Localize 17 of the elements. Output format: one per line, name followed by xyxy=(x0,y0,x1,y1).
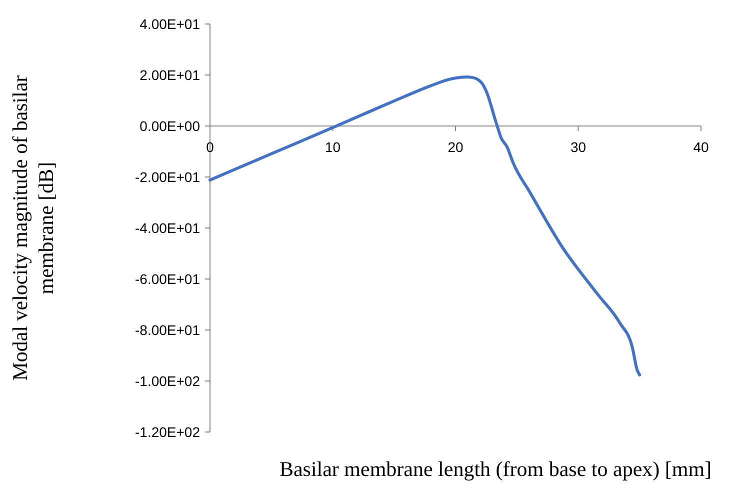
y-tick-label: -1.00E+02 xyxy=(135,372,200,389)
y-axis-title: Modal velocity magnitude of basilar membrane [dB] xyxy=(8,75,58,381)
x-tick-label: 30 xyxy=(570,139,586,155)
x-tick-label: 40 xyxy=(693,139,709,155)
y-tick-label: 2.00E+01 xyxy=(140,66,200,83)
y-tick-label: -8.00E+01 xyxy=(135,322,200,338)
y-tick-label: -1.20E+02 xyxy=(135,424,200,440)
y-tick-label: -4.00E+01 xyxy=(135,220,200,236)
y-tick-label: -6.00E+01 xyxy=(135,270,200,287)
y-tick-label: -2.00E+01 xyxy=(135,168,200,185)
line-series xyxy=(208,76,642,376)
x-tick-label: 10 xyxy=(324,139,341,155)
x-tick-label: 0 xyxy=(206,139,214,155)
x-tick-label: 20 xyxy=(448,139,464,155)
x-axis-title: Basilar membrane length (from base to apex) [mm] xyxy=(279,457,712,481)
y-tick-label: 0.00E+00 xyxy=(140,118,200,134)
y-tick-label: 4.00E+01 xyxy=(140,16,200,32)
